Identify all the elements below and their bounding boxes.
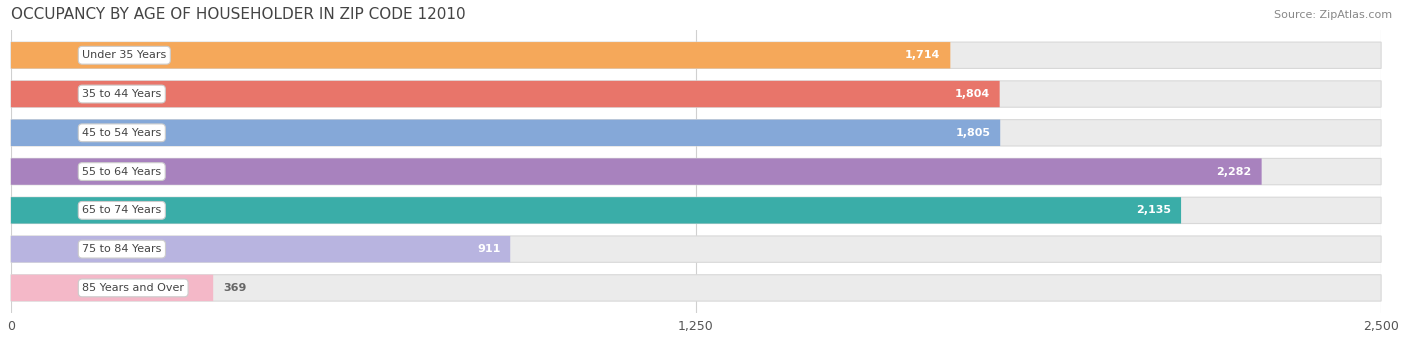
Text: 35 to 44 Years: 35 to 44 Years [82, 89, 162, 99]
Text: Under 35 Years: Under 35 Years [82, 50, 166, 60]
FancyBboxPatch shape [11, 81, 1381, 107]
FancyBboxPatch shape [11, 197, 1381, 223]
Text: 65 to 74 Years: 65 to 74 Years [82, 205, 162, 215]
Text: 2,282: 2,282 [1216, 167, 1251, 176]
FancyBboxPatch shape [11, 158, 1261, 185]
Text: OCCUPANCY BY AGE OF HOUSEHOLDER IN ZIP CODE 12010: OCCUPANCY BY AGE OF HOUSEHOLDER IN ZIP C… [11, 7, 465, 22]
FancyBboxPatch shape [11, 120, 1000, 146]
FancyBboxPatch shape [11, 158, 1381, 185]
FancyBboxPatch shape [11, 42, 1381, 68]
FancyBboxPatch shape [11, 197, 1181, 223]
Text: 45 to 54 Years: 45 to 54 Years [82, 128, 162, 138]
FancyBboxPatch shape [11, 81, 1000, 107]
FancyBboxPatch shape [11, 275, 214, 301]
FancyBboxPatch shape [11, 120, 1381, 146]
Text: 55 to 64 Years: 55 to 64 Years [82, 167, 162, 176]
FancyBboxPatch shape [11, 236, 510, 262]
Text: 1,804: 1,804 [955, 89, 990, 99]
Text: 75 to 84 Years: 75 to 84 Years [82, 244, 162, 254]
Text: 85 Years and Over: 85 Years and Over [82, 283, 184, 293]
FancyBboxPatch shape [11, 236, 1381, 262]
Text: 911: 911 [477, 244, 501, 254]
Text: 2,135: 2,135 [1136, 205, 1171, 215]
Text: 369: 369 [224, 283, 246, 293]
Text: 1,805: 1,805 [955, 128, 990, 138]
Text: 1,714: 1,714 [905, 50, 941, 60]
FancyBboxPatch shape [11, 42, 950, 68]
Text: Source: ZipAtlas.com: Source: ZipAtlas.com [1274, 10, 1392, 20]
FancyBboxPatch shape [11, 275, 1381, 301]
